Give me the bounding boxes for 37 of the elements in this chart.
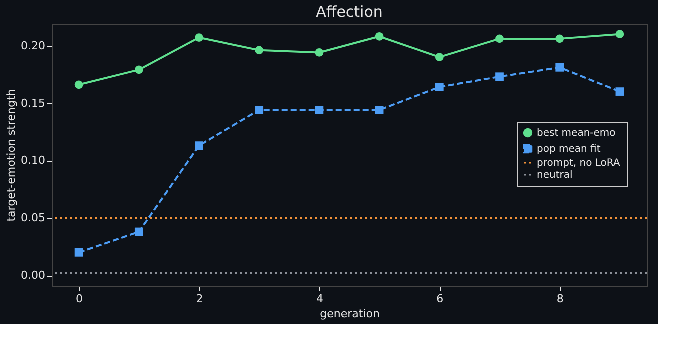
point	[315, 48, 324, 57]
point	[134, 66, 144, 74]
legend-label: pop mean fit	[537, 144, 601, 155]
y-tick-label: 0.00	[21, 269, 46, 282]
point	[496, 34, 504, 44]
y-tick-label: 0.15	[21, 96, 46, 110]
y-axis-title: target-emotion strength	[5, 89, 18, 222]
point	[556, 34, 564, 44]
x-tick-label: 6	[436, 292, 444, 306]
point	[255, 106, 264, 114]
x-axis-title: generation	[320, 308, 380, 320]
point	[74, 80, 84, 90]
point	[315, 106, 324, 114]
point	[134, 228, 144, 236]
chart-title: Affection	[316, 3, 383, 21]
legend-label: best mean-emo	[537, 128, 616, 139]
point	[255, 46, 264, 55]
point	[616, 88, 624, 96]
point	[74, 248, 84, 257]
point	[616, 30, 624, 39]
point	[435, 83, 444, 92]
x-tick-label: 0	[76, 292, 84, 306]
legend-label: prompt, no LoRA	[537, 158, 620, 169]
x-tick-label: 4	[316, 292, 324, 306]
y-tick-label: 0.05	[21, 212, 46, 225]
point	[435, 53, 444, 62]
point	[496, 72, 504, 82]
point	[375, 106, 384, 114]
point	[556, 63, 564, 72]
legend-label: neutral	[537, 170, 573, 181]
point	[195, 142, 204, 150]
y-tick-label: 0.20	[21, 39, 46, 52]
y-tick-label: 0.10	[21, 154, 46, 168]
x-tick-label: 8	[556, 292, 564, 306]
point	[195, 34, 204, 42]
point	[375, 32, 384, 41]
x-tick-label: 2	[196, 292, 204, 306]
